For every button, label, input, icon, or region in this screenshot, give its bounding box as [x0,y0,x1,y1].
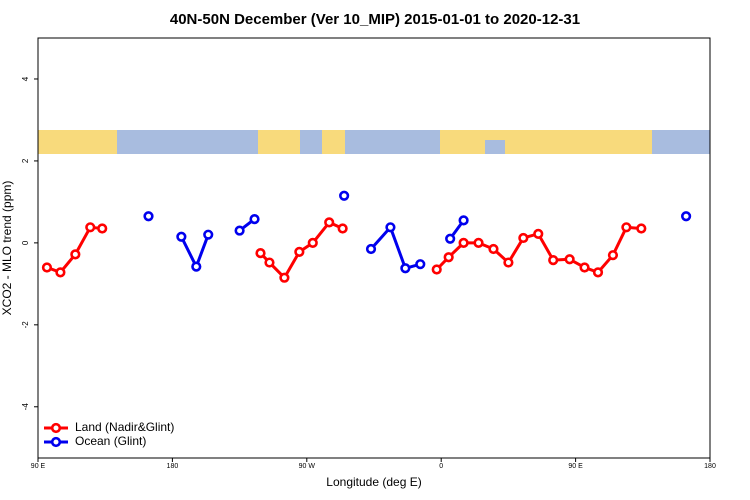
data-point [307,237,318,248]
data-point [97,223,108,234]
data-point [592,267,604,278]
data-point [191,261,202,272]
ocean-band [485,140,505,154]
legend-marker [50,422,62,434]
x-tick-label: 180 [167,463,179,470]
data-point [473,237,484,248]
y-tick-label: -4 [21,403,30,411]
data-point [458,215,469,226]
y-tick-label: -2 [21,321,30,329]
data-point [255,248,266,259]
y-tick-label: 4 [21,76,30,81]
data-point [249,214,260,225]
ocean-band [300,130,322,154]
legend-label: Land (Nadir&Glint) [75,420,174,434]
data-point [445,233,456,244]
data-point [55,267,66,278]
data-point [621,222,632,233]
data-point [443,252,454,263]
data-point [203,229,214,240]
data-point [458,237,469,248]
data-point [337,223,348,234]
data-point [579,262,590,273]
data-point [681,211,692,222]
y-tick-label: 2 [21,158,30,163]
ocean-band [345,130,440,154]
x-tick-label: 180 [704,463,716,470]
data-point [234,225,245,236]
data-point [143,211,154,222]
data-point [415,259,426,270]
data-point [503,257,514,268]
ocean-band [117,130,258,154]
legend-label: Ocean (Glint) [75,434,146,448]
chart-title: 40N-50N December (Ver 10_MIP) 2015-01-01… [170,11,580,28]
x-tick-label: 90 E [568,463,583,470]
data-point [339,190,350,201]
data-point [176,231,187,242]
plot-frame [37,37,711,459]
legend-marker [50,436,62,448]
data-point [41,262,53,273]
data-point [279,272,290,283]
data-point [564,254,575,265]
series-line [369,225,421,270]
data-point [264,257,275,268]
x-tick-label: 0 [439,463,443,470]
data-point [533,228,544,239]
data-point [548,254,559,266]
ocean-band [652,130,710,154]
data-point [385,222,396,233]
data-point [488,243,499,255]
map-strip [38,130,710,154]
x-tick-label: 90 W [299,463,316,470]
data-point [294,246,305,257]
data-point [85,222,96,233]
data-point [431,264,442,275]
data-point [365,243,377,255]
y-tick-label: 0 [21,240,30,245]
data-point [636,223,647,234]
x-tick-label: 90 E [31,463,46,470]
data-point [607,250,619,261]
x-axis-label: Longitude (deg E) [326,475,421,489]
data-point [70,249,81,260]
data-point [324,217,335,228]
data-point [400,263,411,274]
data-point [518,232,529,244]
y-axis-label: XCO2 - MLO trend (ppm) [0,181,14,316]
